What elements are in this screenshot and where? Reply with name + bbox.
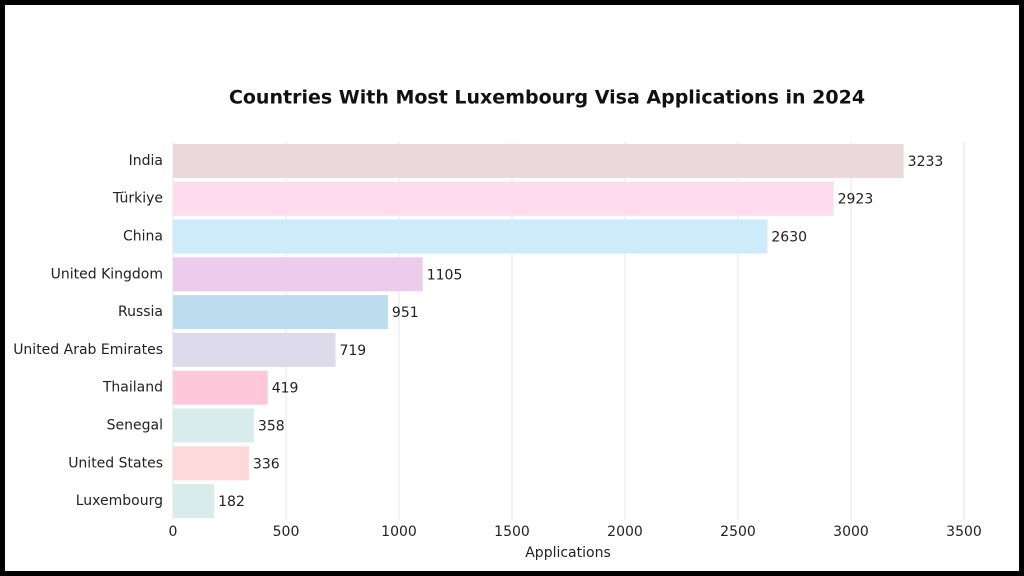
value-label: 1105	[427, 267, 463, 283]
bar	[173, 295, 388, 330]
value-label: 358	[258, 419, 285, 435]
y-tick-label: United Kingdom	[51, 266, 163, 282]
value-label: 336	[253, 456, 280, 472]
y-tick-label: China	[123, 229, 163, 245]
bar	[173, 181, 834, 216]
bar	[173, 332, 336, 367]
y-tick-label: Thailand	[102, 380, 163, 396]
y-tick-label: Senegal	[107, 418, 163, 434]
x-axis-label: Applications	[525, 545, 611, 561]
y-tick-label: Luxembourg	[76, 493, 163, 509]
y-tick-label: India	[129, 153, 163, 169]
bar	[173, 219, 768, 254]
bar	[173, 257, 423, 292]
value-label: 2923	[838, 192, 874, 208]
bar	[173, 446, 249, 481]
x-tick-label: 2000	[607, 524, 643, 540]
x-tick-label: 0	[169, 524, 178, 540]
bar	[173, 143, 904, 178]
value-label: 2630	[771, 230, 807, 246]
x-tick-label: 3500	[946, 524, 982, 540]
y-tick-label: Türkiye	[112, 191, 163, 207]
x-tick-label: 1000	[381, 524, 417, 540]
value-label: 719	[339, 343, 366, 359]
y-tick-label: United Arab Emirates	[13, 342, 163, 358]
value-label: 951	[392, 305, 419, 321]
chart-title: Countries With Most Luxembourg Visa Appl…	[229, 87, 865, 109]
y-tick-label: United States	[68, 455, 163, 471]
x-tick-label: 2500	[720, 524, 756, 540]
bar	[173, 370, 268, 405]
x-tick-label: 500	[273, 524, 300, 540]
x-tick-label: 3000	[833, 524, 869, 540]
value-label: 419	[272, 381, 299, 397]
x-tick-label: 1500	[494, 524, 530, 540]
value-label: 182	[218, 494, 245, 510]
bar	[173, 408, 254, 443]
bar	[173, 484, 215, 519]
value-label: 3233	[908, 154, 944, 170]
y-tick-label: Russia	[118, 304, 163, 320]
